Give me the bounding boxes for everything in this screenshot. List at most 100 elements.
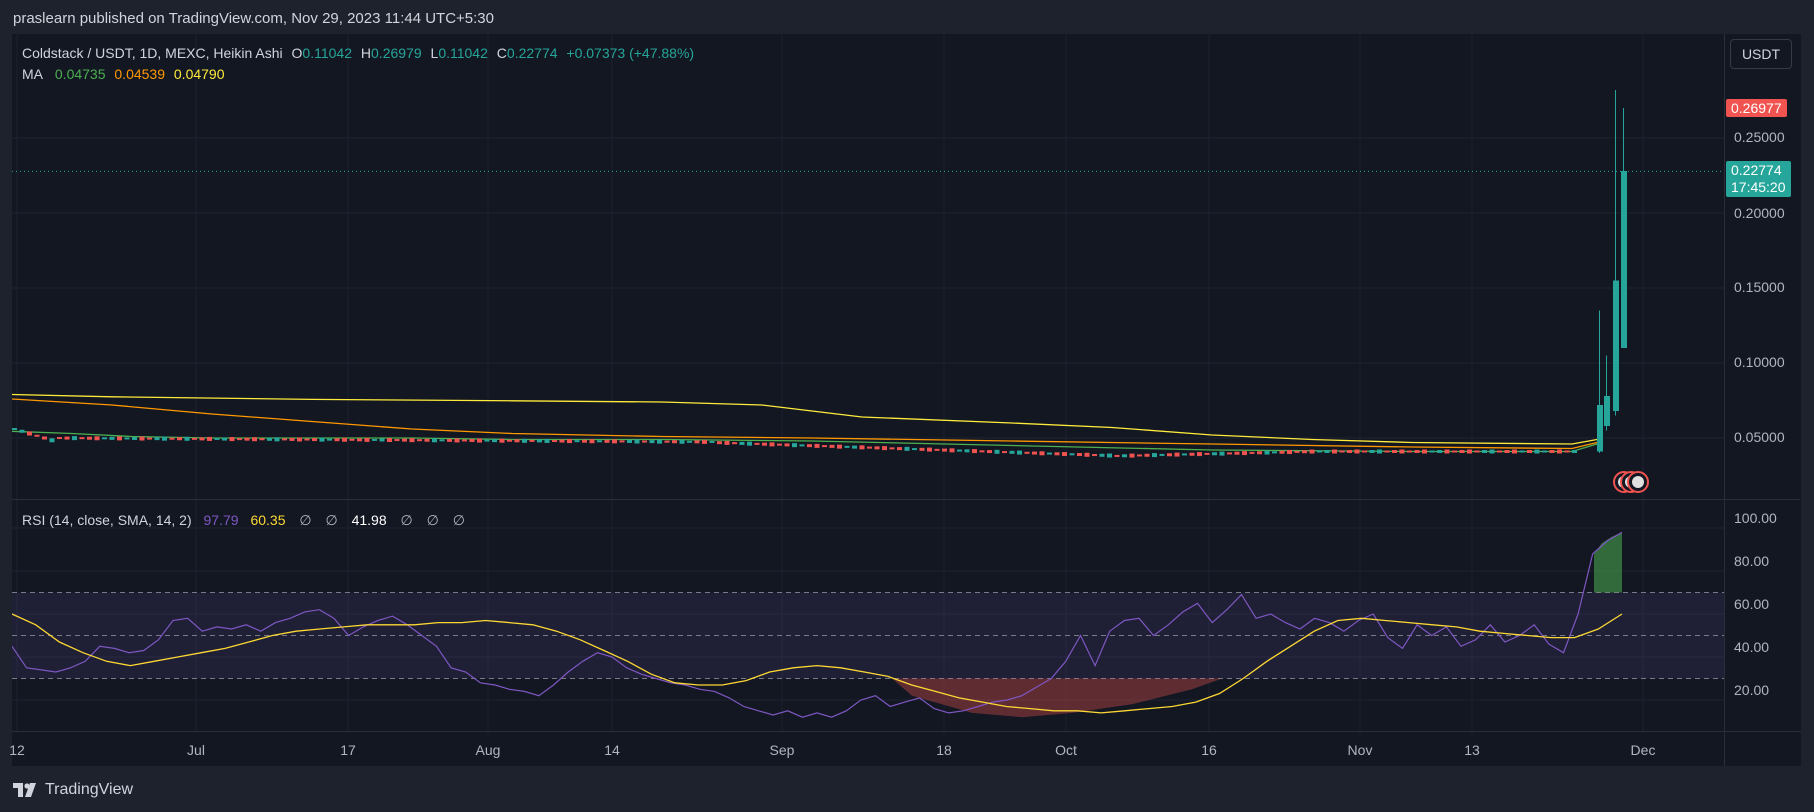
time-scale[interactable] [12,731,1724,766]
small-candle [222,437,227,441]
legend-low-label: L [430,45,439,61]
ma3-line [12,393,1598,445]
small-candle [1429,450,1435,453]
small-candle [852,445,857,449]
small-candle [814,443,820,448]
small-candle [522,438,527,443]
rsi-label[interactable]: RSI (14, close, SMA, 14, 2) [22,512,192,528]
small-candle [1339,450,1345,453]
flag-icon [1632,476,1644,488]
footer: TradingView [13,781,133,799]
last-price-tag: 0.22774 17:45:20 [1726,161,1791,197]
small-candle [64,436,70,440]
small-candle [1137,454,1142,457]
small-candle [874,446,880,450]
small-candle [912,448,917,451]
small-candle [379,438,385,442]
small-candle [34,434,40,437]
small-candle [1212,452,1217,456]
small-candle [1384,450,1390,453]
small-candle [964,449,970,453]
rsi-tick-40: 40.00 [1734,639,1770,655]
legend-change: +0.07373 (+47.88%) [566,45,695,61]
small-candle [1422,449,1427,454]
pane-separator[interactable] [12,499,1800,500]
small-candle [1437,450,1442,453]
time-tick-18: 18 [936,742,952,758]
small-candle [1069,453,1075,456]
rsi-legend: RSI (14, close, SMA, 14, 2) 97.79 60.35 … [22,512,470,529]
small-candle [1444,449,1450,454]
small-candle [432,438,437,443]
price-tick-0.10: 0.10000 [1734,354,1785,370]
small-candle [709,440,715,443]
small-candle [1159,453,1165,456]
small-candle [889,447,895,450]
time-tick-16: 16 [1201,742,1217,758]
small-candle [1182,453,1187,456]
small-candle [657,439,662,444]
small-candle [237,438,242,441]
small-candle [957,449,962,452]
small-candle [402,438,407,442]
small-candle [949,448,955,453]
small-candle [649,440,655,444]
small-candle [1497,450,1502,453]
legend-high: 0.26979 [371,45,422,61]
legend-symbol[interactable]: Coldstack / USDT, 1D, MEXC, Heikin Ashi [22,45,283,61]
small-candle [1482,450,1487,453]
small-candle [1324,450,1330,453]
chart-area[interactable] [12,34,1724,731]
small-candle [364,437,370,442]
rsi-empty-2: ∅ [325,512,338,528]
small-candle [859,445,865,450]
small-candle [124,437,130,440]
small-candle [559,439,565,443]
small-candle [627,439,632,443]
price-chart-svg[interactable] [12,34,1724,731]
small-candle [1197,452,1202,457]
rsi-line [12,531,1623,718]
candle-body [1621,171,1627,348]
time-tick-14: 14 [604,742,620,758]
small-candle [94,436,100,441]
tradingview-logo-icon [13,783,36,797]
rsi-empty-5: ∅ [452,512,465,528]
small-candle [1467,449,1472,454]
time-tick-13: 13 [1464,742,1480,758]
small-candle [1354,449,1360,454]
small-candle [702,439,707,444]
small-candle [979,450,985,453]
small-candle [1189,452,1195,456]
small-candle [537,439,542,443]
small-candle [897,447,902,451]
small-candle [267,437,272,441]
time-tick-jul: Jul [187,742,205,758]
small-candle [304,438,310,441]
small-candle [927,447,932,452]
small-candle [1152,453,1157,458]
rsi-tick-100: 100.00 [1734,510,1777,526]
price-tick-0.20: 0.20000 [1734,205,1785,221]
price-scale[interactable] [1724,34,1801,731]
small-candle [1534,449,1540,454]
small-candle [822,445,827,448]
ma-label[interactable]: MA [22,66,43,82]
small-candle [747,441,752,446]
small-candle [597,440,602,443]
small-candle [1504,450,1510,453]
legend-low: 0.11042 [438,45,488,61]
small-candle [1317,450,1322,453]
small-candle [829,444,835,448]
candle-body [1604,396,1610,426]
footer-brand[interactable]: TradingView [45,781,134,798]
small-candle [447,438,452,442]
small-candle [1054,452,1060,456]
small-candle [1032,451,1037,455]
small-candle [664,440,670,443]
small-candle [642,440,647,443]
small-candle [162,436,167,441]
currency-button[interactable]: USDT [1730,39,1792,69]
small-candle [109,436,115,440]
small-candle [454,438,460,443]
